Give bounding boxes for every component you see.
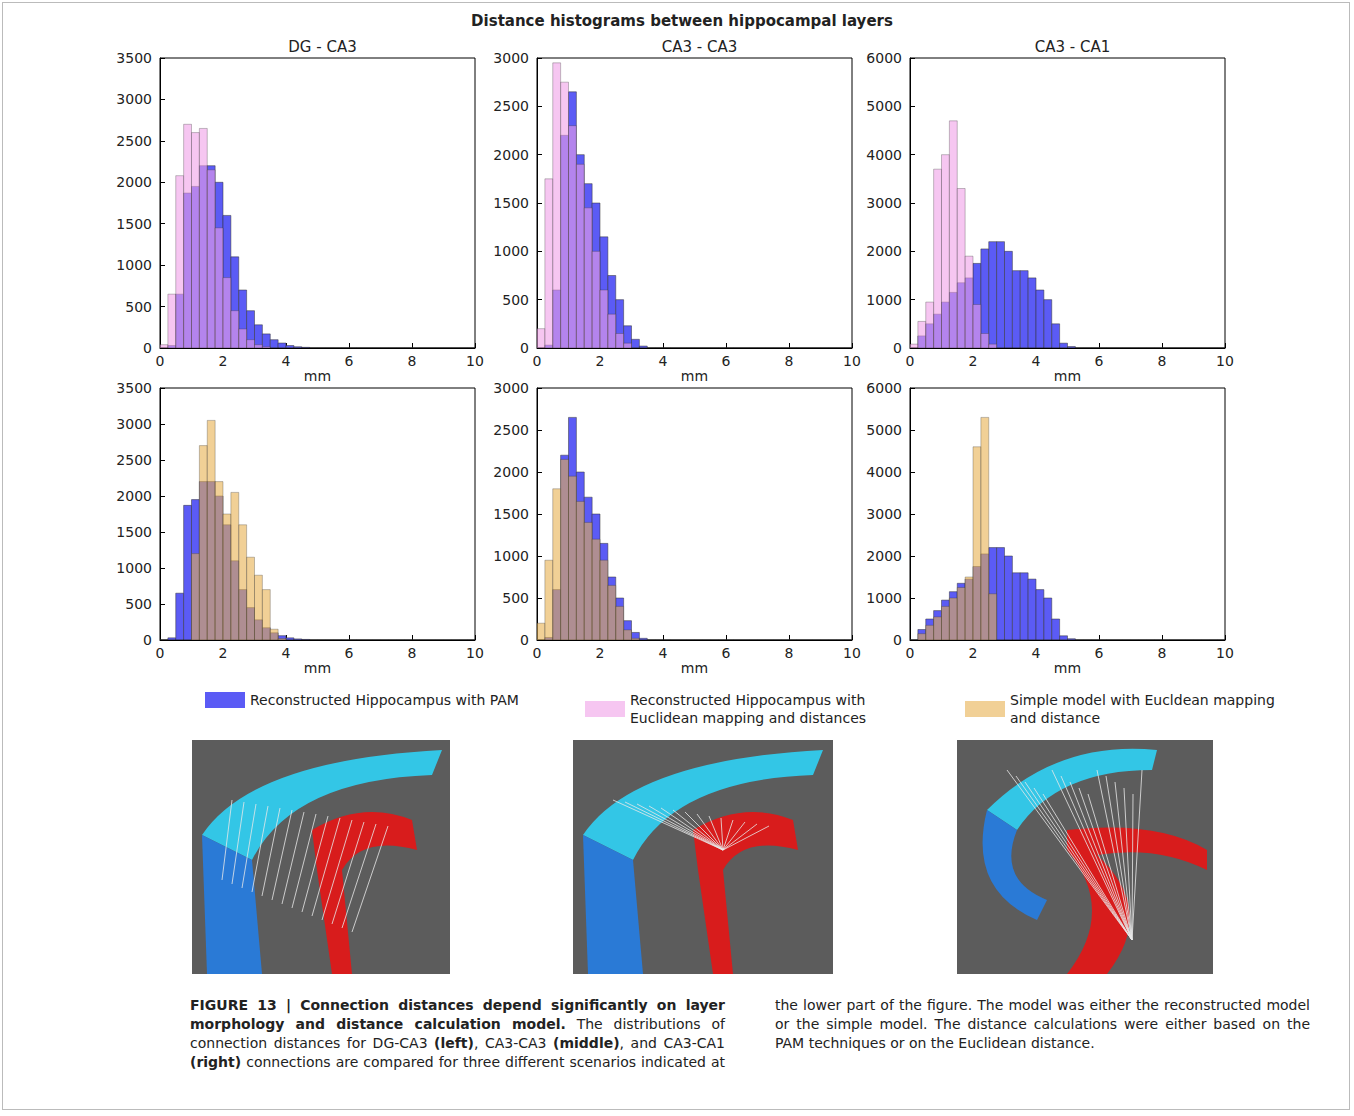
svg-text:2: 2 bbox=[596, 645, 605, 661]
svg-text:2: 2 bbox=[969, 353, 978, 369]
svg-text:0: 0 bbox=[533, 353, 542, 369]
svg-text:1500: 1500 bbox=[493, 506, 529, 522]
svg-text:6: 6 bbox=[1095, 645, 1104, 661]
svg-text:2000: 2000 bbox=[493, 147, 529, 163]
svg-text:4000: 4000 bbox=[866, 147, 902, 163]
svg-text:8: 8 bbox=[785, 645, 794, 661]
svg-text:3000: 3000 bbox=[866, 195, 902, 211]
svg-text:mm: mm bbox=[304, 660, 331, 676]
svg-text:0: 0 bbox=[143, 340, 152, 356]
svg-text:1500: 1500 bbox=[493, 195, 529, 211]
svg-text:4: 4 bbox=[282, 645, 291, 661]
svg-text:0: 0 bbox=[893, 632, 902, 648]
svg-text:500: 500 bbox=[125, 299, 152, 315]
html-text:(right) connections are compar: (right) connections are compared for thr… bbox=[190, 997, 1310, 1070]
svg-text:10: 10 bbox=[466, 353, 484, 369]
svg-text:1500: 1500 bbox=[116, 524, 152, 540]
svg-text:10: 10 bbox=[843, 353, 861, 369]
svg-text:0: 0 bbox=[156, 645, 165, 661]
svg-text:4: 4 bbox=[282, 353, 291, 369]
svg-text:mm: mm bbox=[681, 660, 708, 676]
svg-text:2000: 2000 bbox=[116, 174, 152, 190]
svg-text:10: 10 bbox=[843, 645, 861, 661]
svg-text:0: 0 bbox=[156, 353, 165, 369]
svg-text:0: 0 bbox=[893, 340, 902, 356]
svg-text:2500: 2500 bbox=[493, 98, 529, 114]
svg-text:3000: 3000 bbox=[116, 91, 152, 107]
svg-text:6: 6 bbox=[722, 645, 731, 661]
svg-text:6000: 6000 bbox=[866, 50, 902, 66]
svg-text:2000: 2000 bbox=[866, 548, 902, 564]
svg-text:8: 8 bbox=[785, 353, 794, 369]
svg-text:1000: 1000 bbox=[493, 548, 529, 564]
svg-text:CA3 - CA1: CA3 - CA1 bbox=[1035, 38, 1111, 56]
svg-text:2: 2 bbox=[219, 645, 228, 661]
svg-text:500: 500 bbox=[502, 292, 529, 308]
svg-text:2: 2 bbox=[596, 353, 605, 369]
svg-text:5000: 5000 bbox=[866, 422, 902, 438]
svg-text:4000: 4000 bbox=[866, 464, 902, 480]
svg-text:Reconstructed Hippocampus with: Reconstructed Hippocampus with PAM bbox=[250, 692, 519, 708]
svg-text:6: 6 bbox=[1095, 353, 1104, 369]
svg-text:2500: 2500 bbox=[116, 133, 152, 149]
svg-text:2000: 2000 bbox=[866, 243, 902, 259]
svg-text:6: 6 bbox=[345, 353, 354, 369]
svg-text:1000: 1000 bbox=[116, 560, 152, 576]
svg-text:500: 500 bbox=[502, 590, 529, 606]
svg-text:1000: 1000 bbox=[866, 590, 902, 606]
svg-text:mm: mm bbox=[681, 368, 708, 384]
svg-text:Reconstructed Hippocampus with: Reconstructed Hippocampus with bbox=[630, 692, 865, 708]
svg-text:4: 4 bbox=[659, 645, 668, 661]
svg-text:1500: 1500 bbox=[116, 216, 152, 232]
svg-text:Simple model with Eucldean map: Simple model with Eucldean mapping bbox=[1010, 692, 1275, 708]
svg-text:6: 6 bbox=[345, 645, 354, 661]
svg-text:Distance histograms between hi: Distance histograms between hippocampal … bbox=[471, 12, 893, 30]
svg-text:4: 4 bbox=[1032, 645, 1041, 661]
svg-text:1000: 1000 bbox=[493, 243, 529, 259]
svg-text:3000: 3000 bbox=[116, 416, 152, 432]
svg-text:3500: 3500 bbox=[116, 380, 152, 396]
svg-text:10: 10 bbox=[466, 645, 484, 661]
svg-text:500: 500 bbox=[125, 596, 152, 612]
svg-text:2500: 2500 bbox=[116, 452, 152, 468]
svg-text:8: 8 bbox=[1158, 353, 1167, 369]
svg-text:3000: 3000 bbox=[493, 50, 529, 66]
svg-text:CA3 - CA3: CA3 - CA3 bbox=[662, 38, 738, 56]
svg-text:mm: mm bbox=[1054, 660, 1081, 676]
svg-text:mm: mm bbox=[1054, 368, 1081, 384]
svg-text:4: 4 bbox=[1032, 353, 1041, 369]
svg-text:Euclidean mapping and distance: Euclidean mapping and distances bbox=[630, 710, 866, 726]
svg-text:2: 2 bbox=[969, 645, 978, 661]
svg-text:0: 0 bbox=[906, 645, 915, 661]
svg-text:8: 8 bbox=[1158, 645, 1167, 661]
svg-text:10: 10 bbox=[1216, 353, 1234, 369]
svg-text:3000: 3000 bbox=[493, 380, 529, 396]
svg-text:and distance: and distance bbox=[1010, 710, 1100, 726]
svg-text:1000: 1000 bbox=[866, 292, 902, 308]
svg-text:3500: 3500 bbox=[116, 50, 152, 66]
svg-text:6: 6 bbox=[722, 353, 731, 369]
svg-text:4: 4 bbox=[659, 353, 668, 369]
svg-text:10: 10 bbox=[1216, 645, 1234, 661]
svg-text:8: 8 bbox=[408, 353, 417, 369]
svg-text:5000: 5000 bbox=[866, 98, 902, 114]
svg-text:0: 0 bbox=[520, 632, 529, 648]
svg-text:DG - CA3: DG - CA3 bbox=[288, 38, 356, 56]
svg-text:0: 0 bbox=[906, 353, 915, 369]
svg-text:0: 0 bbox=[143, 632, 152, 648]
svg-text:2000: 2000 bbox=[116, 488, 152, 504]
svg-text:mm: mm bbox=[304, 368, 331, 384]
svg-text:2: 2 bbox=[219, 353, 228, 369]
svg-text:2500: 2500 bbox=[493, 422, 529, 438]
html-text:FIGURE 13 | Connection distanc: FIGURE 13 | Connection distances depend … bbox=[190, 997, 725, 1051]
svg-text:0: 0 bbox=[520, 340, 529, 356]
svg-text:0: 0 bbox=[533, 645, 542, 661]
svg-text:1000: 1000 bbox=[116, 257, 152, 273]
svg-text:8: 8 bbox=[408, 645, 417, 661]
svg-text:3000: 3000 bbox=[866, 506, 902, 522]
svg-text:6000: 6000 bbox=[866, 380, 902, 396]
svg-text:2000: 2000 bbox=[493, 464, 529, 480]
